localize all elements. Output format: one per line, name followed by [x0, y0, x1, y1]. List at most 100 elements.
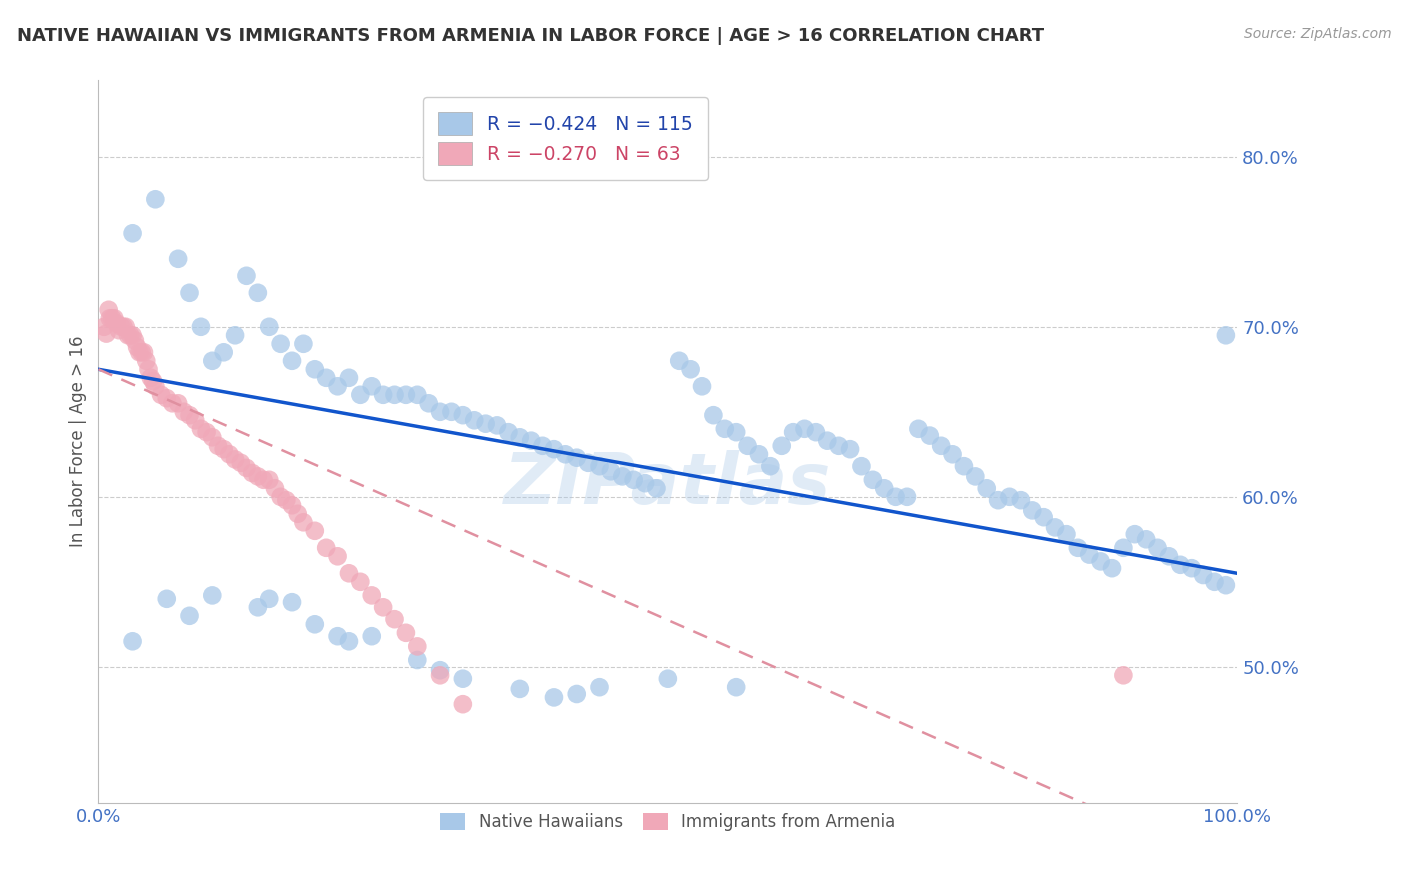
Point [138, 362, 160, 376]
Point [987, 493, 1010, 508]
Point [371, 600, 394, 615]
Point [1215, 328, 1237, 343]
Point [451, 697, 474, 711]
Point [851, 459, 873, 474]
Point [360, 629, 382, 643]
Point [770, 439, 793, 453]
Point [246, 285, 269, 300]
Point [135, 353, 157, 368]
Point [281, 498, 304, 512]
Point [127, 340, 149, 354]
Point [1170, 558, 1192, 572]
Point [429, 405, 451, 419]
Point [1078, 548, 1101, 562]
Point [131, 345, 153, 359]
Point [337, 371, 360, 385]
Point [429, 668, 451, 682]
Point [110, 319, 132, 334]
Point [623, 473, 645, 487]
Point [132, 345, 155, 359]
Point [440, 405, 463, 419]
Point [690, 379, 713, 393]
Point [418, 396, 440, 410]
Point [179, 408, 201, 422]
Point [246, 600, 269, 615]
Point [395, 625, 418, 640]
Point [1010, 493, 1032, 508]
Point [252, 473, 274, 487]
Point [1112, 541, 1135, 555]
Point [554, 447, 576, 461]
Point [121, 328, 143, 343]
Point [486, 418, 509, 433]
Point [360, 588, 382, 602]
Point [224, 452, 246, 467]
Point [304, 617, 326, 632]
Point [103, 311, 125, 326]
Point [634, 476, 657, 491]
Point [1215, 578, 1237, 592]
Point [101, 311, 124, 326]
Text: ZIPatlas: ZIPatlas [505, 450, 831, 519]
Point [259, 591, 281, 606]
Point [114, 319, 136, 334]
Point [108, 323, 131, 337]
Point [395, 388, 418, 402]
Point [804, 425, 827, 440]
Point [156, 391, 179, 405]
Point [162, 396, 184, 410]
Point [167, 252, 190, 266]
Point [201, 353, 224, 368]
Point [179, 608, 201, 623]
Point [657, 672, 679, 686]
Point [576, 456, 599, 470]
Point [212, 442, 235, 457]
Point [1123, 527, 1146, 541]
Point [793, 422, 815, 436]
Point [93, 319, 115, 334]
Y-axis label: In Labor Force | Age > 16: In Labor Force | Age > 16 [69, 335, 87, 548]
Text: NATIVE HAWAIIAN VS IMMIGRANTS FROM ARMENIA IN LABOR FORCE | AGE > 16 CORRELATION: NATIVE HAWAIIAN VS IMMIGRANTS FROM ARMEN… [17, 27, 1045, 45]
Point [281, 595, 304, 609]
Point [218, 447, 240, 461]
Point [259, 319, 281, 334]
Point [588, 680, 610, 694]
Point [953, 459, 976, 474]
Point [828, 439, 851, 453]
Point [235, 268, 257, 283]
Point [120, 328, 142, 343]
Point [1135, 533, 1157, 547]
Point [520, 434, 543, 448]
Point [139, 371, 162, 385]
Point [463, 413, 485, 427]
Point [1043, 520, 1066, 534]
Point [121, 227, 143, 241]
Point [498, 425, 520, 440]
Point [128, 345, 150, 359]
Point [105, 317, 128, 331]
Point [588, 459, 610, 474]
Point [270, 490, 292, 504]
Point [565, 450, 588, 465]
Point [929, 439, 952, 453]
Point [998, 490, 1021, 504]
Point [406, 653, 429, 667]
Point [714, 422, 737, 436]
Point [349, 388, 371, 402]
Point [337, 566, 360, 581]
Point [657, 161, 679, 176]
Point [304, 524, 326, 538]
Point [429, 663, 451, 677]
Point [235, 461, 257, 475]
Point [543, 690, 565, 705]
Point [145, 379, 167, 393]
Point [190, 422, 212, 436]
Point [942, 447, 965, 461]
Point [270, 336, 292, 351]
Point [96, 326, 118, 341]
Point [212, 345, 235, 359]
Point [1067, 541, 1090, 555]
Point [179, 285, 201, 300]
Point [184, 413, 207, 427]
Point [862, 473, 884, 487]
